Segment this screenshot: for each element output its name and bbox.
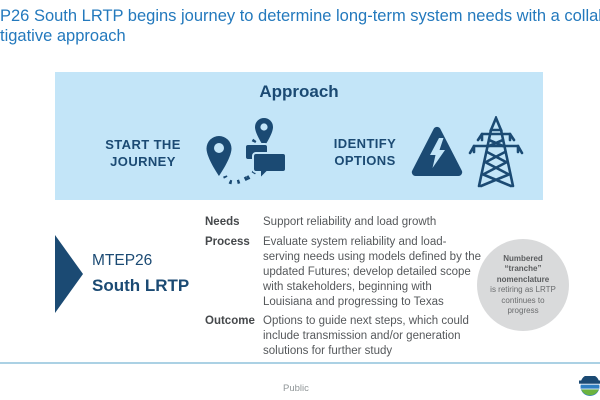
step2-line2: OPTIONS [334, 153, 396, 168]
note-badge-rest: is retiring as LRTP continues to progres… [490, 285, 556, 315]
detail-row-process: Process Evaluate system reliability and … [205, 235, 483, 310]
program-name: MTEP26 South LRTP [92, 250, 189, 297]
detail-label: Process [205, 235, 250, 248]
detail-text: Options to guide next steps, which could… [263, 315, 469, 358]
slide-title-line2: tigative approach [0, 27, 126, 45]
slide-title-line1: P26 South LRTP begins journey to determi… [0, 7, 600, 25]
lightning-triangle-icon [411, 126, 463, 176]
step-start-the-journey-label: START THE JOURNEY [93, 136, 193, 170]
detail-text: Support reliability and load growth [263, 216, 437, 228]
approach-heading: Approach [259, 82, 339, 101]
detail-text: Evaluate system reliability and load-ser… [263, 235, 482, 308]
classification-label: Public [283, 383, 309, 394]
detail-label: Outcome [205, 315, 255, 328]
miso-globe-logo [579, 376, 600, 396]
journey-route-icon [206, 118, 287, 185]
note-badge-bold: Numbered “tranche” nomenclature [496, 253, 550, 284]
transmission-tower-icon [468, 116, 524, 188]
detail-row-needs: Needs Support reliability and load growt… [205, 215, 483, 230]
details-list: Needs Support reliability and load growt… [205, 215, 483, 364]
step1-line2: JOURNEY [110, 154, 176, 169]
slide-title: P26 South LRTP begins journey to determi… [0, 6, 600, 46]
detail-label: Needs [205, 216, 240, 228]
detail-row-outcome: Outcome Options to guide next steps, whi… [205, 314, 483, 359]
note-badge-text: Numbered “tranche” nomenclature is retir… [486, 254, 560, 317]
step-identify-options-label: IDENTIFY OPTIONS [322, 135, 408, 169]
program-name-line1: MTEP26 [92, 252, 153, 269]
note-badge: Numbered “tranche” nomenclature is retir… [477, 239, 569, 331]
step1-line1: START THE [105, 137, 181, 152]
footer-divider [0, 362, 600, 364]
program-name-line2: South LRTP [92, 276, 190, 295]
program-arrow-shape [55, 235, 83, 313]
step2-line1: IDENTIFY [333, 136, 397, 151]
approach-panel: Approach START THE JOURNEY IDENTIFY OPTI… [55, 72, 543, 200]
